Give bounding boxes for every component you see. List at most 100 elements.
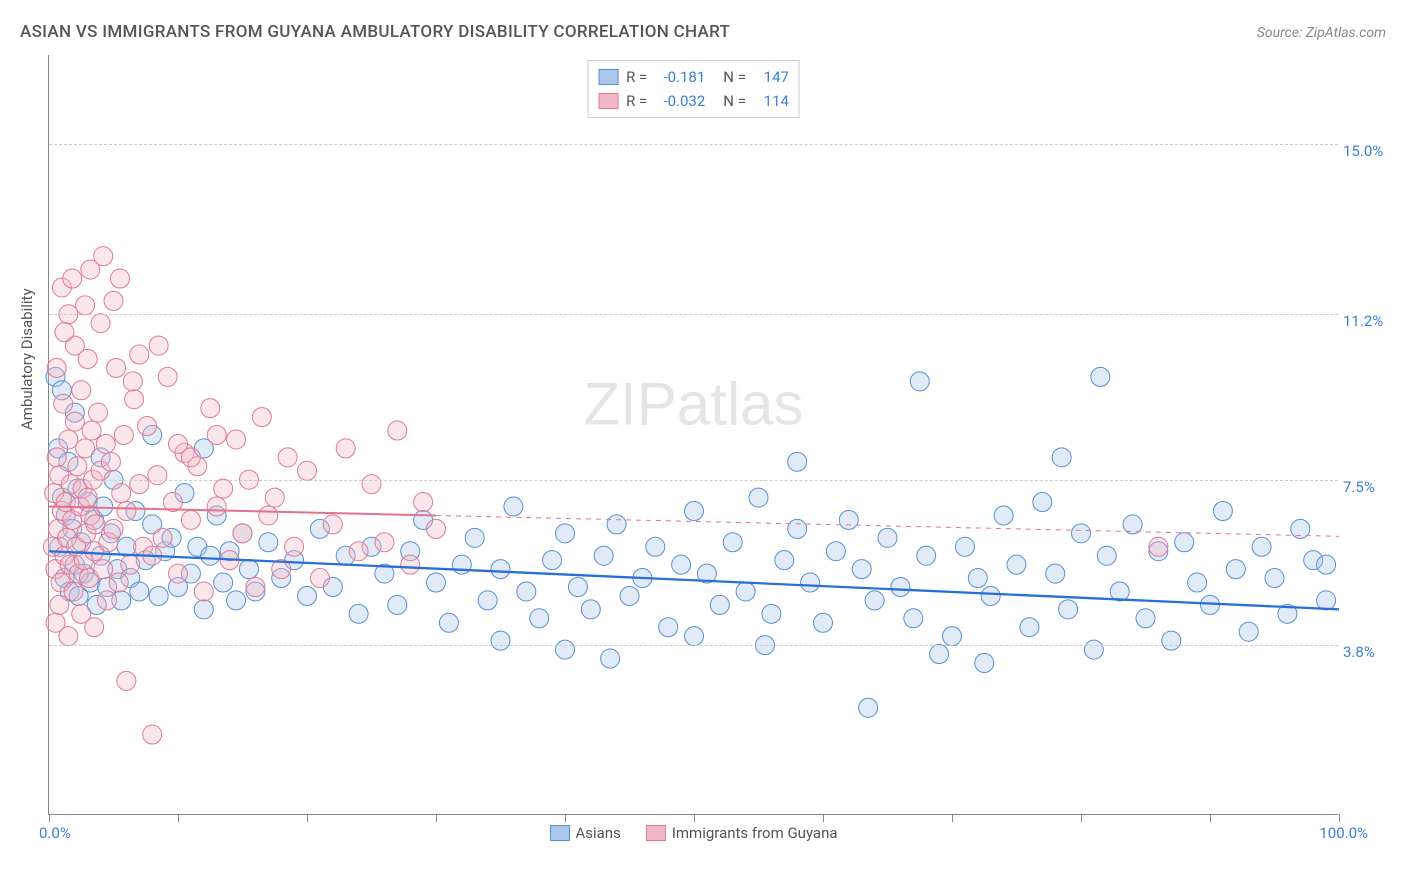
chart-title: ASIAN VS IMMIGRANTS FROM GUYANA AMBULATO… [20,22,730,42]
data-point [568,578,587,597]
data-point [814,613,833,632]
x-tick [436,814,437,822]
data-point [94,560,113,579]
data-point [98,591,117,610]
data-point [336,439,355,458]
data-point [994,506,1013,525]
data-point [181,448,200,467]
data-point [169,564,188,583]
data-point [981,586,1000,605]
data-point [143,725,162,744]
data-point [1239,622,1258,641]
legend-swatch [549,825,569,841]
data-point [672,555,691,574]
data-point [149,336,168,355]
chart-plot-area: ZIPatlas R =-0.181N =147R =-0.032N =114 … [48,55,1338,815]
data-point [1175,533,1194,552]
data-point [181,510,200,529]
data-point [349,542,368,561]
x-tick [1339,814,1340,822]
data-point [349,604,368,623]
x-tick [307,814,308,822]
data-point [82,421,101,440]
data-point [788,519,807,538]
data-point [581,600,600,619]
data-point [65,412,84,431]
legend-swatch [598,93,618,109]
data-point [201,546,220,565]
stats-legend: R =-0.181N =147R =-0.032N =114 [587,60,800,118]
data-point [76,439,95,458]
scatter-svg [49,55,1338,814]
chart-source: Source: ZipAtlas.com [1257,25,1386,41]
data-point [775,551,794,570]
data-point [1059,600,1078,619]
data-point [530,609,549,628]
data-point [207,426,226,445]
data-point [59,430,78,449]
data-point [1072,524,1091,543]
data-point [153,528,172,547]
data-point [278,448,297,467]
data-point [76,296,95,315]
legend-label: Asians [575,824,620,842]
data-point [749,488,768,507]
data-point [123,372,142,391]
data-point [101,452,120,471]
data-point [91,314,110,333]
data-point [788,452,807,471]
data-point [63,269,82,288]
data-point [556,640,575,659]
x-tick [952,814,953,822]
gridline [49,144,1338,145]
y-tick-label: 7.5% [1343,478,1398,496]
data-point [285,537,304,556]
data-point [259,506,278,525]
data-point [121,555,140,574]
stats-row: R =-0.181N =147 [598,65,789,89]
data-point [465,528,484,547]
data-point [50,595,69,614]
x-max-label: 100.0% [1319,824,1368,842]
data-point [64,582,83,601]
data-point [1213,502,1232,521]
data-point [1033,493,1052,512]
x-tick [1081,814,1082,822]
data-point [955,537,974,556]
data-point [207,497,226,516]
data-point [112,484,131,503]
data-point [659,618,678,637]
data-point [478,591,497,610]
data-point [491,560,510,579]
data-point [859,698,878,717]
data-point [1007,555,1026,574]
stat-r-label: R = [626,68,647,86]
data-point [94,247,113,266]
legend-item: Asians [549,824,620,842]
data-point [891,578,910,597]
data-point [543,551,562,570]
data-point [1097,546,1116,565]
stat-n-label: N = [723,68,746,86]
data-point [427,519,446,538]
x-tick [178,814,179,822]
data-point [1252,537,1271,556]
data-point [114,426,133,445]
data-point [1084,640,1103,659]
y-tick-label: 15.0% [1343,142,1398,160]
data-point [1188,573,1207,592]
data-point [491,631,510,650]
data-point [85,618,104,637]
x-tick [49,814,50,822]
data-point [607,515,626,534]
stat-n-label: N = [723,92,746,110]
data-point [259,533,278,552]
data-point [1020,618,1039,637]
data-point [158,367,177,386]
data-point [104,519,123,538]
data-point [78,488,97,507]
data-point [1317,555,1336,574]
data-point [227,430,246,449]
data-point [1149,537,1168,556]
x-tick [565,814,566,822]
